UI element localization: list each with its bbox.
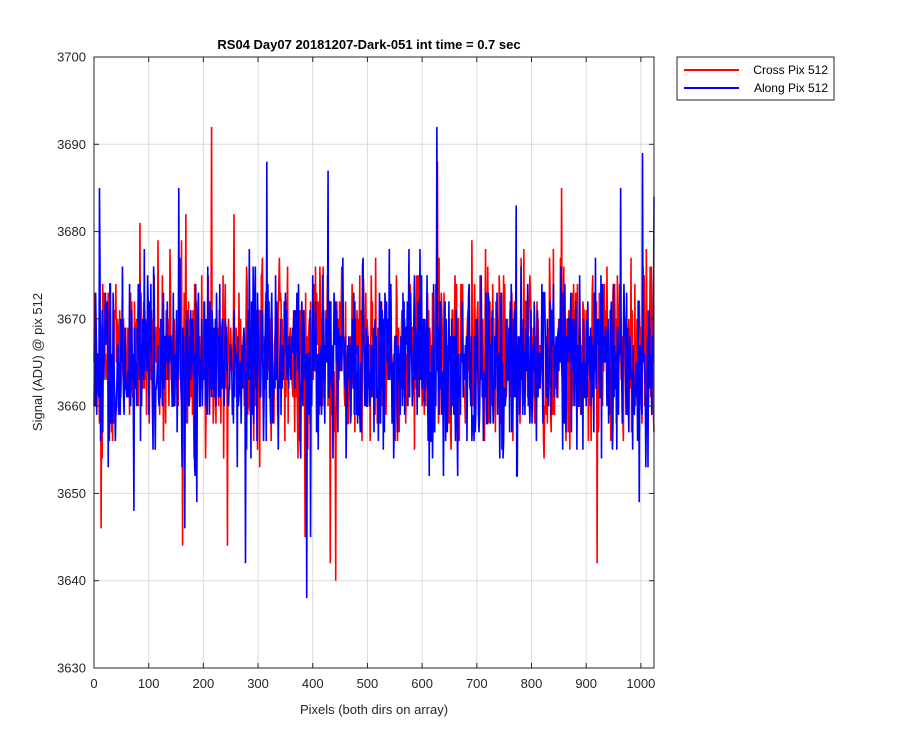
y-tick-label: 3630 [57,661,86,676]
x-tick-label: 200 [193,676,215,691]
y-axis-label: Signal (ADU) @ pix 512 [30,293,45,431]
x-tick-label: 700 [466,676,488,691]
x-tick-label: 100 [138,676,160,691]
legend-label-cross: Cross Pix 512 [753,63,828,77]
legend-box [676,56,835,101]
legend: Cross Pix 512 Along Pix 512 [676,56,835,101]
x-tick-label: 900 [575,676,597,691]
y-tick-label: 3700 [57,50,86,65]
x-tick-label: 600 [411,676,433,691]
x-tick-label: 1000 [626,676,655,691]
x-tick-label: 0 [90,676,97,691]
series-line-along [93,126,655,599]
y-tick-label: 3680 [57,224,86,239]
y-tick-label: 3670 [57,311,86,326]
x-tick-label: 800 [521,676,543,691]
y-tick-label: 3650 [57,486,86,501]
axis-ticks: 0 100 200 300 400 500 600 700 800 900 1000 3630 3640… [57,50,655,692]
x-axis-label: Pixels (both dirs on array) [300,702,448,717]
x-tick-label: 500 [357,676,379,691]
y-tick-label: 3690 [57,137,86,152]
chart-title: RS04 Day07 20181207-Dark-051 int time = … [217,37,520,52]
series-group [93,126,655,599]
plot-frame [93,56,655,669]
legend-label-along: Along Pix 512 [754,81,828,95]
x-tick-label: 300 [247,676,269,691]
y-tick-label: 3640 [57,573,86,588]
y-tick-label: 3660 [57,399,86,414]
x-tick-label: 400 [302,676,324,691]
